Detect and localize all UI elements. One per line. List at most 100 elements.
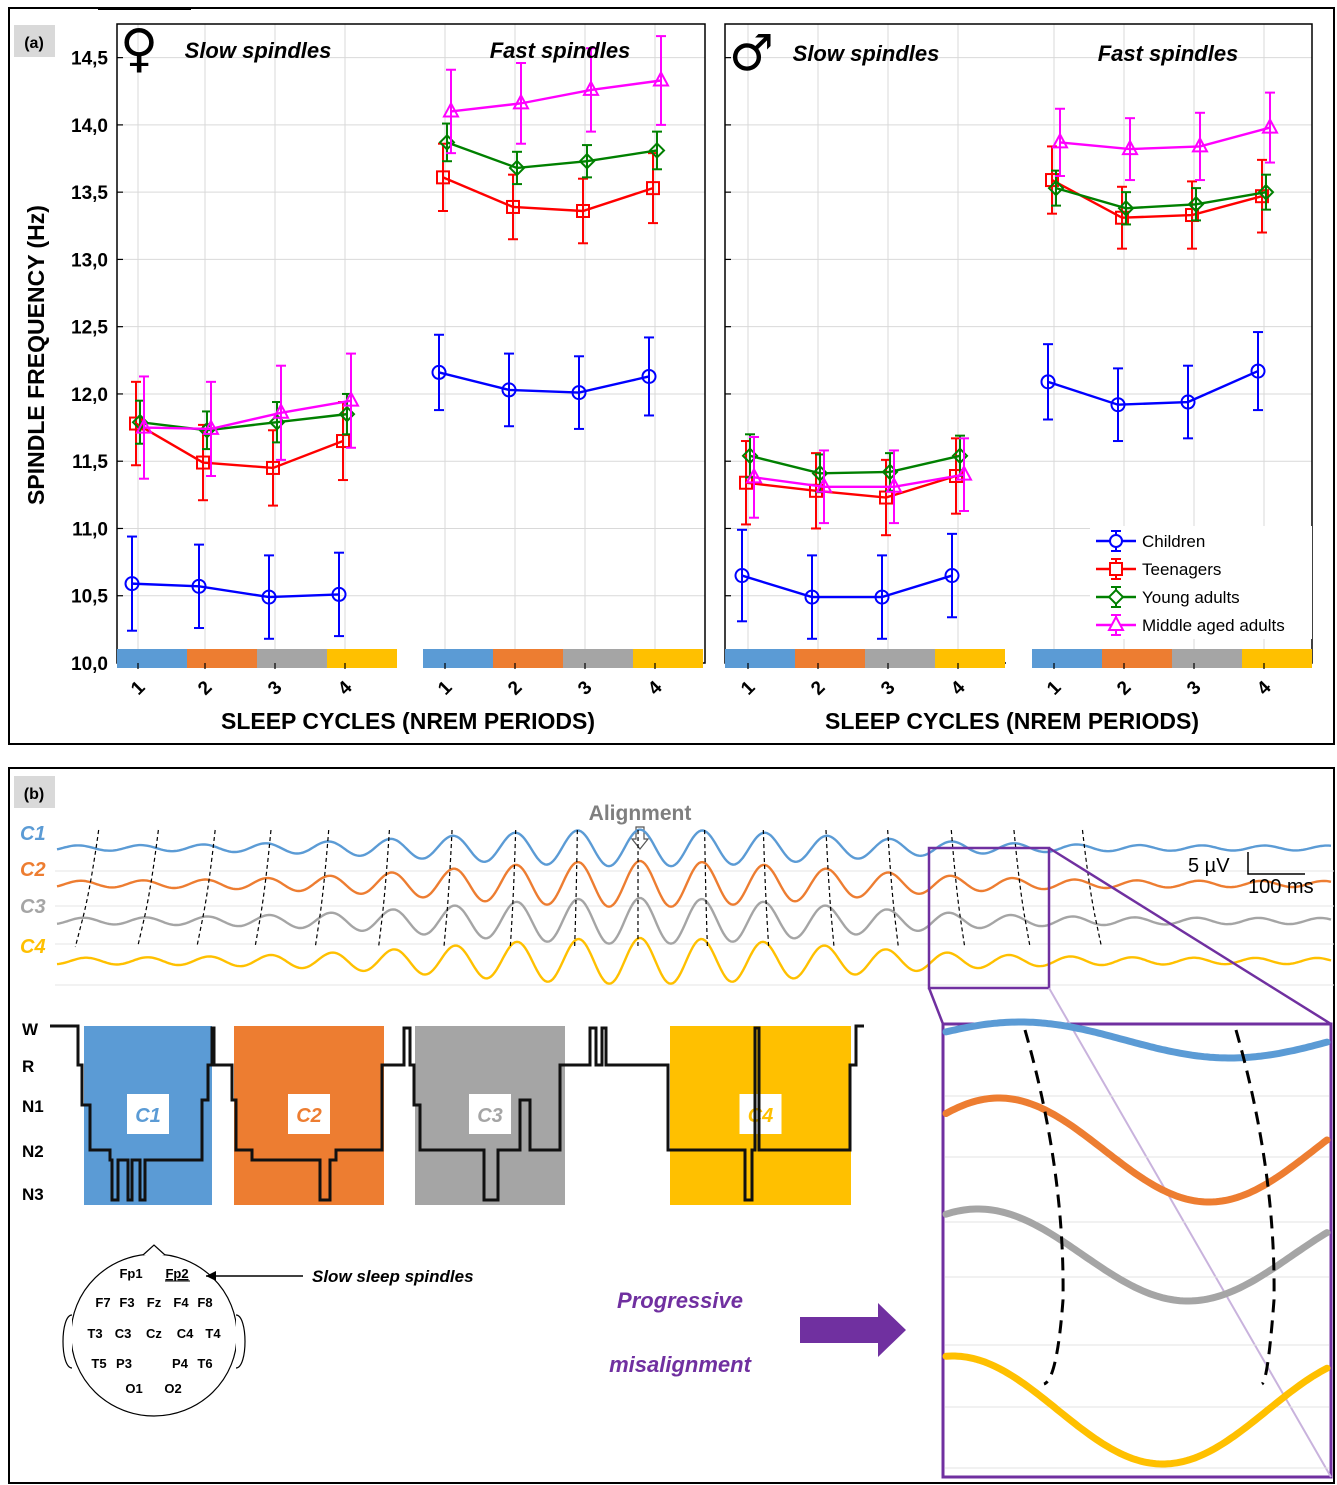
cycle-band [117, 649, 187, 668]
data-point [734, 568, 750, 584]
alignment-line [1013, 829, 1031, 948]
cycle-label-box [288, 1094, 330, 1134]
male-fast-title: Fast spindles [1098, 41, 1239, 66]
trace-label: C1 [20, 823, 46, 845]
data-point [955, 464, 973, 481]
electrode-p4: P4 [172, 1356, 189, 1371]
y-tick-label: 13,0 [71, 250, 108, 271]
cycle-band [1172, 649, 1242, 668]
electrode-t4: T4 [205, 1326, 221, 1341]
electrode-t5: T5 [91, 1356, 106, 1371]
electrode-o1: O1 [125, 1381, 142, 1396]
x-tick-label: 4 [947, 677, 970, 700]
band-gap [397, 645, 423, 669]
series-line [438, 371, 650, 394]
plot-female: 1 2 3 4 1 2 3 4 [116, 23, 706, 700]
cycle-band [1032, 649, 1102, 668]
cycle-band [187, 649, 257, 668]
data-point [191, 578, 207, 594]
right-ear-icon [235, 1314, 246, 1369]
electrode-f8: F8 [197, 1295, 212, 1310]
data-point [874, 589, 890, 605]
data-point [135, 417, 153, 434]
legend-marker [1107, 588, 1125, 606]
panel-b-tag-box [14, 776, 55, 808]
electrode-t6: T6 [197, 1356, 212, 1371]
y-tick-label: 10,5 [71, 587, 108, 608]
cycle-band [493, 649, 563, 668]
stage-label: N3 [22, 1185, 44, 1204]
data-point [571, 385, 587, 401]
cycle-band [1102, 649, 1172, 668]
x-axis-title-female: SLEEP CYCLES (NREM PERIODS) [221, 708, 595, 734]
data-point [652, 70, 670, 87]
alignment-line [443, 829, 453, 948]
data-point [582, 79, 600, 96]
series-line [139, 412, 348, 432]
cycle-band [423, 649, 493, 668]
y-tick-labels: 10,0 10,5 11,0 11,5 12,0 12,5 13,0 13,5 14,0 14,5 [71, 49, 108, 675]
female-symbol: ♀ [120, 19, 158, 79]
alignment-line [509, 829, 517, 948]
electrode-f4: F4 [173, 1295, 189, 1310]
cycle-label-box [127, 1094, 169, 1134]
data-point [202, 418, 220, 435]
electrode-pointer-head [206, 1271, 216, 1281]
series-line [131, 582, 340, 599]
data-point [885, 476, 903, 493]
data-point [506, 199, 520, 214]
y-tick-label: 14,5 [71, 49, 108, 70]
top-caption-mark [98, 8, 191, 10]
data-point [431, 364, 447, 380]
band-gap [1006, 645, 1032, 669]
alignment-line [704, 829, 708, 948]
stage-label: N1 [22, 1097, 44, 1116]
data-point [501, 382, 517, 398]
plot-male: 1 2 3 4 1 2 3 4 [724, 23, 1313, 700]
trace-c4 [56, 936, 1332, 985]
panel-b-border [8, 767, 1335, 1484]
cycle-band [257, 649, 327, 668]
electrode-f7: F7 [95, 1295, 110, 1310]
zoom-trace [942, 1205, 1331, 1305]
male-symbol: ♂ [729, 24, 774, 82]
stage-label: R [22, 1057, 34, 1076]
x-tick-label: 4 [644, 677, 667, 700]
x-tick-label: 1 [434, 677, 457, 700]
x-tick-label: 1 [737, 677, 760, 700]
data-point [944, 568, 960, 584]
x-tick-label: 3 [1183, 677, 1205, 699]
series-line [1059, 126, 1271, 151]
eeg-traces: C1 C2 C3 C4 [20, 823, 1334, 986]
electrode-fp1: Fp1 [119, 1266, 142, 1281]
data-point [745, 467, 763, 484]
x-tick-label: 1 [1043, 677, 1066, 700]
y-tick-label: 14,0 [71, 116, 108, 137]
series-line [753, 473, 965, 488]
series-line [450, 79, 662, 113]
data-point [1110, 397, 1126, 413]
y-tick-label: 10,0 [71, 654, 108, 675]
legend: Children Teenagers Young adults Middle aged… [1090, 526, 1312, 639]
data-point [576, 203, 590, 218]
alignment-line [1081, 829, 1103, 948]
x-axis-title-male: SLEEP CYCLES (NREM PERIODS) [825, 708, 1199, 734]
x-tick-label: 1 [127, 677, 150, 700]
data-point [804, 589, 820, 605]
scale-time: 100 ms [1248, 876, 1314, 898]
left-ear-icon [62, 1314, 73, 1369]
alignment-line [378, 829, 390, 948]
data-point [1257, 183, 1275, 201]
cycle-band [935, 649, 1005, 668]
x-tick-label: 3 [574, 677, 596, 699]
x-tick-label: 2 [807, 677, 829, 699]
zoom-alignment-line [1234, 1029, 1276, 1386]
electrode-p3: P3 [116, 1356, 132, 1371]
data-point [331, 586, 347, 602]
legend-box [1090, 526, 1312, 639]
legend-label: Teenagers [1142, 560, 1221, 579]
data-point [1121, 139, 1139, 156]
electrode-c3: C3 [115, 1326, 132, 1341]
